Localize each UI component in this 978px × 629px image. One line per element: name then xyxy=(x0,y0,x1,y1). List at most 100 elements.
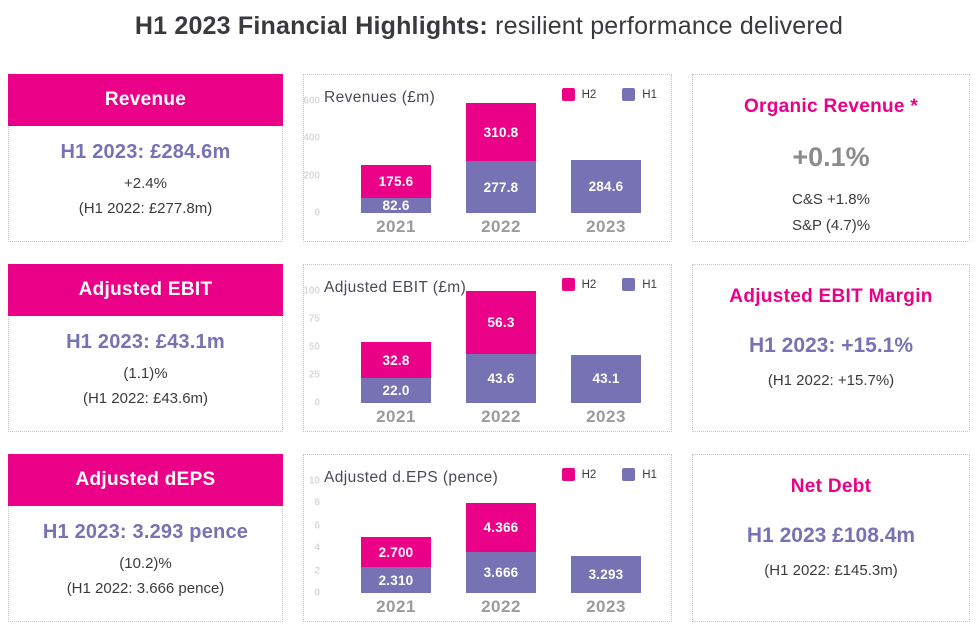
page-title-bold: H1 2023 Financial Highlights: xyxy=(134,12,488,40)
legend-swatch-icon xyxy=(561,468,575,481)
info-card-ebit-margin: Adjusted EBIT Margin H1 2023: +15.1% (H1… xyxy=(692,264,970,432)
bar-segment-h2: 2.700 xyxy=(361,536,431,568)
y-axis-tick: 8 xyxy=(314,497,320,509)
info-title: Adjusted EBIT Margin xyxy=(729,286,933,307)
bar-chart: 0 200 400 600 175.6 82.6 2021 310.8 277.8 2022 284… xyxy=(303,96,671,236)
bar-segment-h1: 22.0 xyxy=(361,378,431,403)
legend-swatch-icon xyxy=(561,88,575,101)
chart-title: Adjusted d.EPS (pence) xyxy=(324,469,499,486)
legend-item-h1: H1 xyxy=(622,88,657,101)
info-card-net-debt: Net Debt H1 2023 £108.4m (H1 2022: £145.… xyxy=(692,454,970,622)
page-title-regular: resilient performance delivered xyxy=(495,12,844,40)
bar-segment-h1: 3.666 xyxy=(466,551,536,593)
chart-legend: H2 H1 xyxy=(561,278,657,291)
bar-2021: 32.8 22.0 xyxy=(361,341,431,403)
bar-segment-h1: 2.310 xyxy=(361,567,431,593)
bar-2022: 56.3 43.6 xyxy=(466,291,536,403)
chart-title: Adjusted EBIT (£m) xyxy=(324,279,467,296)
info-line: (H1 2022: +15.7%) xyxy=(767,372,895,389)
bar-segment-h2: 56.3 xyxy=(466,291,536,355)
kpi-card-adjusted-ebit: Adjusted EBIT H1 2023: £43.1m (1.1)% (H1… xyxy=(8,264,283,432)
bar-segment-h1: 284.6 xyxy=(571,159,641,213)
kpi-card-revenue: Revenue H1 2023: £284.6m +2.4% (H1 2022:… xyxy=(8,74,283,242)
x-axis-label: 2022 xyxy=(481,597,521,616)
info-card-organic-revenue: Organic Revenue * +0.1% C&S +1.8% S&P (4… xyxy=(692,74,970,242)
y-axis-tick: 100 xyxy=(303,285,320,297)
kpi-body: H1 2023: £43.1m (1.1)% (H1 2022: £43.6m) xyxy=(9,316,282,407)
chart-title: Revenues (£m) xyxy=(324,89,436,106)
x-axis-label: 2023 xyxy=(586,407,626,426)
y-axis-tick: 10 xyxy=(308,475,320,487)
kpi-headline: H1 2023: £284.6m xyxy=(60,141,231,163)
y-axis-tick: 200 xyxy=(303,170,320,182)
kpi-change: (1.1)% xyxy=(123,365,168,382)
bar-segment-h1: 277.8 xyxy=(466,161,536,213)
kpi-card-adjusted-deps: Adjusted dEPS H1 2023: 3.293 pence (10.2… xyxy=(8,454,283,622)
kpi-header: Adjusted dEPS xyxy=(8,454,283,506)
y-axis-tick: 400 xyxy=(303,132,320,144)
x-axis-label: 2022 xyxy=(481,407,521,426)
y-axis-tick: 600 xyxy=(303,95,320,107)
info-value: H1 2023 £108.4m xyxy=(746,524,916,547)
info-line: C&S +1.8% xyxy=(792,191,870,208)
info-title: Net Debt xyxy=(790,476,872,497)
y-axis-tick: 50 xyxy=(308,341,320,353)
bar-2021: 175.6 82.6 xyxy=(361,164,431,213)
adjusted-ebit-chart-card: Adjusted EBIT (£m) H2 H1 0 25 50 75 100 32.8 22… xyxy=(303,264,672,432)
bar-segment-h1: 3.293 xyxy=(571,556,641,593)
kpi-body: H1 2023: £284.6m +2.4% (H1 2022: £277.8m… xyxy=(9,126,282,217)
chart-legend: H2 H1 xyxy=(561,88,657,101)
bar-segment-h1: 43.6 xyxy=(466,354,536,403)
bar-segment-h1: 43.1 xyxy=(571,354,641,403)
y-axis-tick: 0 xyxy=(314,397,320,409)
kpi-change: +2.4% xyxy=(124,175,167,192)
x-axis-label: 2021 xyxy=(376,217,416,236)
kpi-prior-year: (H1 2022: £277.8m) xyxy=(78,200,213,217)
dashboard-grid: Revenue H1 2023: £284.6m +2.4% (H1 2022:… xyxy=(8,74,970,622)
revenue-chart-card: Revenues (£m) H2 H1 0 200 400 600 175.6 82.6 20… xyxy=(303,74,672,242)
kpi-prior-year: (H1 2022: £43.6m) xyxy=(82,390,209,407)
legend-swatch-icon xyxy=(622,278,636,291)
kpi-headline: H1 2023: 3.293 pence xyxy=(42,521,249,543)
bar-2021: 2.700 2.310 xyxy=(361,536,431,593)
bar-2023: 3.293 xyxy=(571,556,641,593)
legend-label: H1 xyxy=(642,278,657,291)
bar-2023: 284.6 xyxy=(571,159,641,213)
legend-item-h1: H1 xyxy=(622,468,657,481)
legend-item-h2: H2 xyxy=(561,468,597,481)
y-axis-tick: 2 xyxy=(314,565,320,577)
y-axis-tick: 75 xyxy=(308,313,320,325)
adjusted-deps-chart-card: Adjusted d.EPS (pence) H2 H1 0 2 4 6 8 10 2.700… xyxy=(303,454,672,622)
x-axis-label: 2021 xyxy=(376,407,416,426)
info-line: S&P (4.7)% xyxy=(791,217,871,234)
info-value: +0.1% xyxy=(792,142,870,172)
kpi-body: H1 2023: 3.293 pence (10.2)% (H1 2022: 3… xyxy=(9,506,282,597)
bar-2022: 4.366 3.666 xyxy=(466,503,536,593)
y-axis-tick: 0 xyxy=(314,207,320,219)
legend-item-h2: H2 xyxy=(561,278,597,291)
kpi-header: Revenue xyxy=(8,74,283,126)
bar-chart: 0 25 50 75 100 32.8 22.0 2021 56.3 43.6 2022 43.1 20… xyxy=(304,286,671,426)
bar-2023: 43.1 xyxy=(571,354,641,403)
legend-swatch-icon xyxy=(622,468,636,481)
y-axis-tick: 0 xyxy=(314,587,320,599)
y-axis-tick: 6 xyxy=(314,520,320,532)
legend-label: H2 xyxy=(581,468,597,481)
bar-2022: 310.8 277.8 xyxy=(466,103,536,213)
legend-label: H1 xyxy=(642,88,657,101)
bar-segment-h2: 32.8 xyxy=(361,341,431,379)
info-value: H1 2023: +15.1% xyxy=(748,334,914,357)
legend-item-h2: H2 xyxy=(561,88,597,101)
x-axis-label: 2022 xyxy=(481,217,521,236)
legend-label: H2 xyxy=(581,278,597,291)
kpi-prior-year: (H1 2022: 3.666 pence) xyxy=(66,580,225,597)
y-axis-tick: 4 xyxy=(314,542,320,554)
legend-item-h1: H1 xyxy=(622,278,657,291)
y-axis-tick: 25 xyxy=(308,369,320,381)
kpi-change: (10.2)% xyxy=(119,555,172,572)
info-line: (H1 2022: £145.3m) xyxy=(764,562,898,579)
kpi-header: Adjusted EBIT xyxy=(8,264,283,316)
bar-segment-h2: 4.366 xyxy=(466,503,536,552)
legend-label: H2 xyxy=(581,88,597,101)
bar-chart: 0 2 4 6 8 10 2.700 2.310 2021 4.366 3.666 2022 3.293… xyxy=(304,476,671,616)
